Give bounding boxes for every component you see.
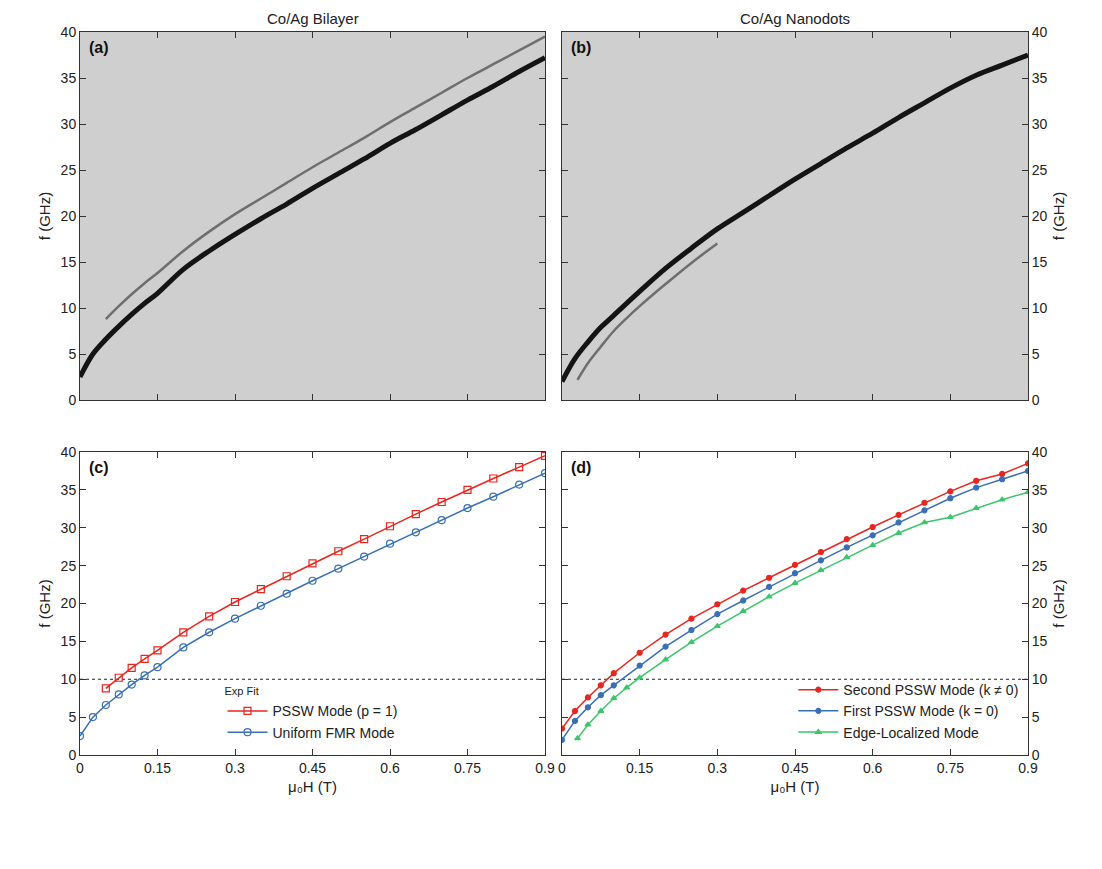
svg-text:35: 35 <box>1032 70 1048 86</box>
svg-text:15: 15 <box>61 633 77 649</box>
svg-text:40: 40 <box>61 24 77 40</box>
svg-text:PSSW Mode (p = 1): PSSW Mode (p = 1) <box>273 703 398 719</box>
svg-text:0.6: 0.6 <box>380 760 400 776</box>
svg-text:0.75: 0.75 <box>937 760 964 776</box>
svg-text:0: 0 <box>76 760 84 776</box>
svg-text:Edge-Localized Mode: Edge-Localized Mode <box>843 725 979 741</box>
svg-text:10: 10 <box>1032 300 1048 316</box>
svg-text:0.75: 0.75 <box>454 760 481 776</box>
svg-text:25: 25 <box>61 558 77 574</box>
svg-text:20: 20 <box>1032 208 1048 224</box>
svg-text:40: 40 <box>1032 24 1048 40</box>
svg-text:f (GHz): f (GHz) <box>36 579 53 627</box>
svg-text:μ₀H (T): μ₀H (T) <box>770 778 819 795</box>
svg-text:35: 35 <box>61 70 77 86</box>
svg-text:5: 5 <box>1032 346 1040 362</box>
svg-text:10: 10 <box>61 300 77 316</box>
svg-text:Co/Ag Bilayer: Co/Ag Bilayer <box>267 10 359 27</box>
svg-text:5: 5 <box>1032 709 1040 725</box>
svg-text:25: 25 <box>1032 558 1048 574</box>
svg-text:0: 0 <box>1032 392 1040 408</box>
svg-text:0: 0 <box>68 747 76 763</box>
svg-text:0.45: 0.45 <box>299 760 326 776</box>
svg-text:10: 10 <box>61 671 77 687</box>
svg-text:25: 25 <box>1032 162 1048 178</box>
svg-text:20: 20 <box>61 208 77 224</box>
svg-text:f (GHz): f (GHz) <box>1050 192 1067 240</box>
svg-text:35: 35 <box>61 482 77 498</box>
svg-text:5: 5 <box>68 709 76 725</box>
svg-text:0.3: 0.3 <box>708 760 728 776</box>
svg-text:0: 0 <box>1032 747 1040 763</box>
svg-text:f (GHz): f (GHz) <box>1050 579 1067 627</box>
svg-text:0.6: 0.6 <box>863 760 883 776</box>
svg-text:30: 30 <box>1032 116 1048 132</box>
svg-text:Exp Fit: Exp Fit <box>225 685 259 697</box>
svg-text:15: 15 <box>61 254 77 270</box>
svg-text:15: 15 <box>1032 254 1048 270</box>
svg-text:30: 30 <box>61 116 77 132</box>
svg-text:First PSSW Mode (k = 0): First PSSW Mode (k = 0) <box>843 703 998 719</box>
svg-text:10: 10 <box>1032 671 1048 687</box>
svg-text:0.45: 0.45 <box>781 760 808 776</box>
svg-text:40: 40 <box>61 444 77 460</box>
svg-text:μ₀H (T): μ₀H (T) <box>288 778 337 795</box>
svg-text:0.15: 0.15 <box>626 760 653 776</box>
svg-text:20: 20 <box>1032 595 1048 611</box>
svg-text:0.9: 0.9 <box>535 760 555 776</box>
svg-text:Co/Ag Nanodots: Co/Ag Nanodots <box>740 10 850 27</box>
svg-text:Second PSSW Mode (k ≠ 0): Second PSSW Mode (k ≠ 0) <box>843 682 1018 698</box>
svg-text:35: 35 <box>1032 482 1048 498</box>
svg-text:30: 30 <box>1032 520 1048 536</box>
svg-text:f (GHz): f (GHz) <box>36 192 53 240</box>
svg-text:0.9: 0.9 <box>1018 760 1038 776</box>
svg-text:40: 40 <box>1032 444 1048 460</box>
svg-text:Uniform FMR Mode: Uniform FMR Mode <box>273 725 395 741</box>
svg-text:5: 5 <box>68 346 76 362</box>
svg-text:0: 0 <box>68 392 76 408</box>
svg-text:20: 20 <box>61 595 77 611</box>
svg-text:30: 30 <box>61 520 77 536</box>
svg-text:(c): (c) <box>89 459 109 476</box>
svg-text:(b): (b) <box>571 39 591 56</box>
svg-text:(a): (a) <box>89 39 109 56</box>
svg-text:15: 15 <box>1032 633 1048 649</box>
svg-text:0: 0 <box>558 760 566 776</box>
svg-text:0.15: 0.15 <box>144 760 171 776</box>
svg-text:25: 25 <box>61 162 77 178</box>
svg-text:(d): (d) <box>571 459 591 476</box>
svg-text:0.3: 0.3 <box>225 760 245 776</box>
